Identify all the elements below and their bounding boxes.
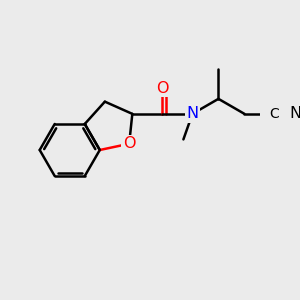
Text: C: C — [270, 107, 279, 121]
Text: O: O — [156, 81, 169, 96]
Text: N: N — [186, 106, 199, 122]
Text: N: N — [290, 106, 300, 122]
Text: O: O — [123, 136, 135, 151]
